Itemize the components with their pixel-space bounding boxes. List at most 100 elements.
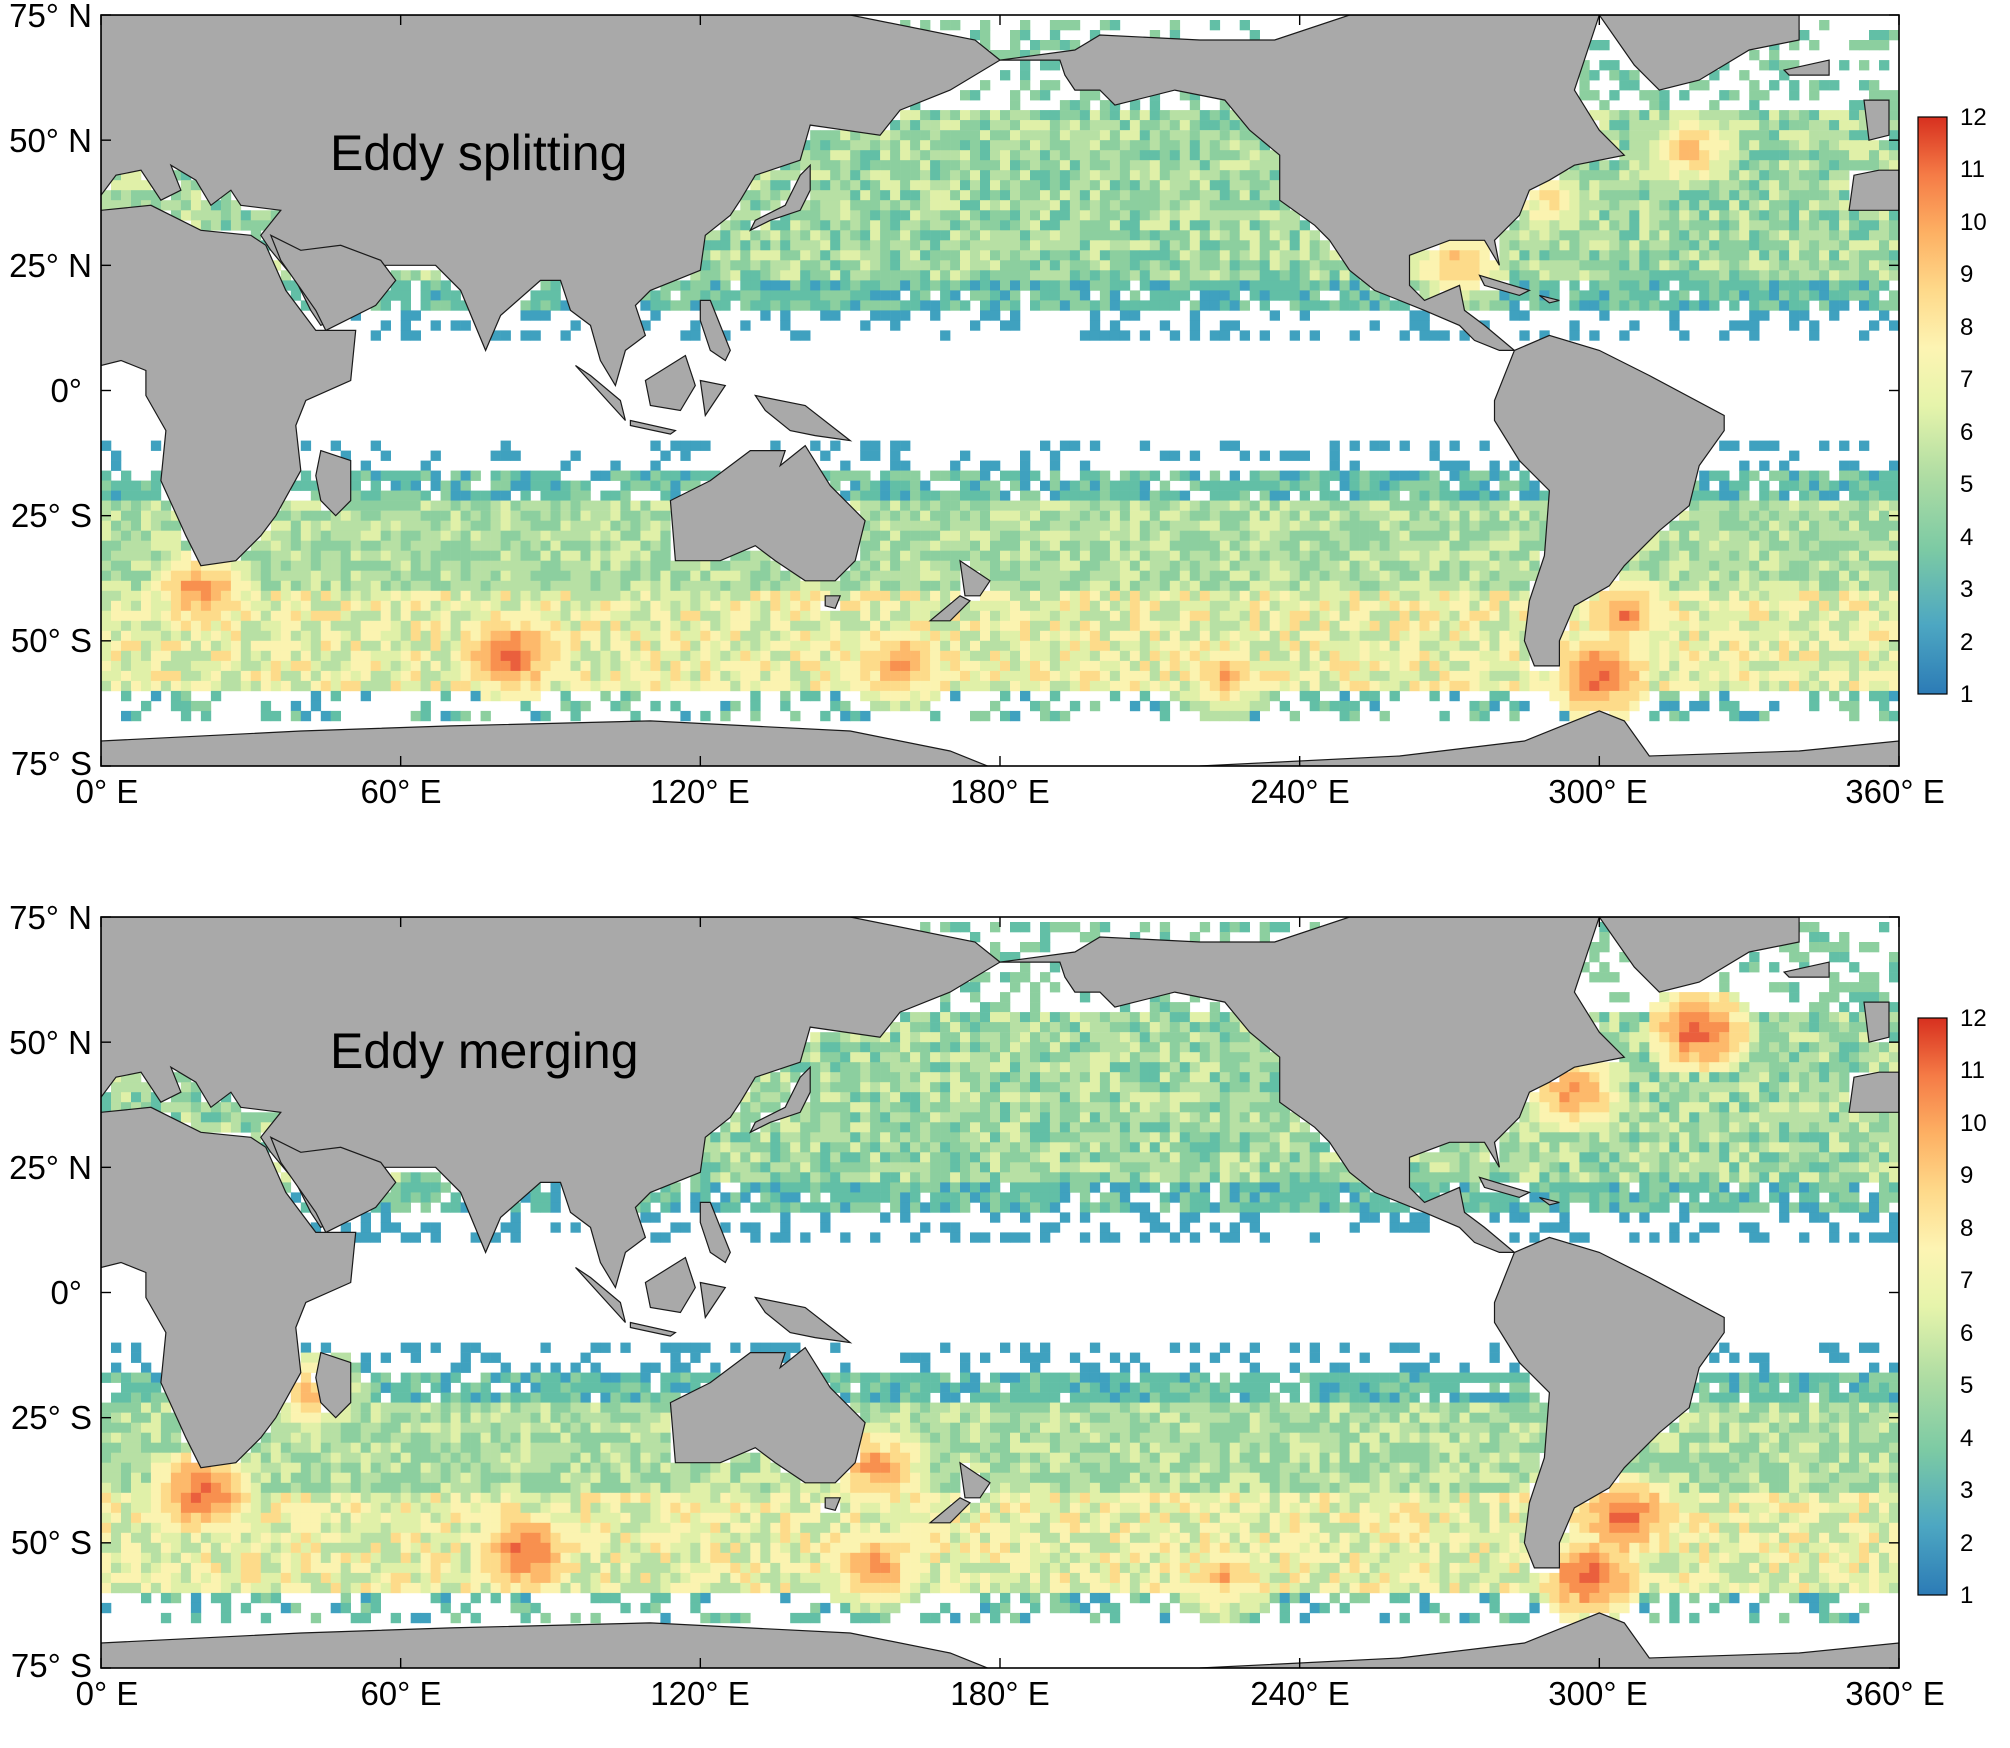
heatmap-cell [1759,540,1770,552]
heatmap-cell [500,330,511,341]
heatmap-cell [700,250,711,261]
heatmap-cell [1129,230,1141,241]
heatmap-cell [1209,180,1221,191]
heatmap-cell [900,210,911,221]
heatmap-cell [1669,630,1680,642]
heatmap-cell [770,180,781,191]
heatmap-cell [630,480,641,491]
heatmap-cell [990,120,1001,131]
heatmap-cell [1339,520,1350,532]
heatmap-cell [540,600,551,612]
heatmap-cell [1629,180,1640,191]
heatmap-cell [580,500,591,511]
heatmap-cell [280,510,292,522]
heatmap-cell [830,470,841,481]
heatmap-cell [870,630,881,642]
heatmap-cell [1799,120,1810,131]
heatmap-cell [1699,280,1710,291]
heatmap-cell [1239,570,1250,582]
heatmap-cell [460,530,471,542]
heatmap-cell [1119,140,1131,151]
heatmap-cell [180,590,192,602]
heatmap-cell [640,590,651,602]
heatmap-cell [550,280,561,291]
heatmap-cell [1829,270,1840,281]
heatmap-cell [860,320,871,331]
heatmap-cell [990,510,1001,522]
heatmap-cell [1709,280,1720,291]
heatmap-cell [670,640,681,652]
heatmap-cell [210,580,222,592]
heatmap-cell [1139,180,1151,191]
heatmap-cell [1819,570,1830,582]
heatmap-cell [880,130,891,141]
heatmap-cell [1119,180,1131,191]
heatmap-cell [1209,160,1221,171]
heatmap-cell [1789,620,1800,632]
heatmap-cell [1779,520,1790,532]
heatmap-cell [1269,310,1280,321]
heatmap-cell [1049,620,1061,632]
heatmap-cell [420,270,431,281]
heatmap-cell [720,330,731,341]
heatmap-cell [880,180,891,191]
heatmap-cell [750,590,761,602]
heatmap-cell [1249,210,1260,221]
heatmap-cell [550,630,561,642]
heatmap-cell [930,110,941,121]
heatmap-cell [910,560,921,572]
heatmap-cell [890,320,901,331]
heatmap-cell [840,590,851,602]
heatmap-cell [840,600,851,612]
heatmap-cell [1040,520,1051,532]
heatmap-cell [320,600,332,612]
heatmap-cell [1789,550,1800,562]
heatmap-cell [940,510,951,522]
heatmap-cell [480,540,491,552]
heatmap-cell [1869,490,1880,501]
heatmap-cell [1099,220,1111,231]
heatmap-cell [1799,580,1810,592]
heatmap-cell [1529,560,1540,572]
heatmap-cell [810,210,821,221]
heatmap-cell [1689,500,1700,511]
heatmap-cell [680,630,691,642]
heatmap-cell [950,170,961,181]
heatmap-cell [1259,280,1270,291]
heatmap-cell [1259,190,1270,201]
heatmap-cell [890,540,901,552]
heatmap-cell [1209,610,1221,622]
heatmap-cell [1309,600,1320,612]
heatmap-cell [290,620,302,632]
heatmap-cell [1129,510,1141,522]
heatmap-cell [990,640,1001,652]
heatmap-cell [1419,570,1430,582]
heatmap-cell [620,490,631,501]
heatmap-cell [430,480,441,491]
heatmap-cell [850,300,861,311]
heatmap-cell [1579,610,1590,622]
heatmap-cell [1759,300,1770,311]
heatmap-cell [890,230,901,241]
heatmap-cell [1399,610,1410,622]
heatmap-cell [1859,440,1870,451]
heatmap-cell [1719,230,1730,241]
heatmap-cell [260,210,272,221]
heatmap-cell [470,550,481,562]
heatmap-cell [650,550,661,562]
heatmap-cell [1289,610,1300,622]
heatmap-cell [1179,130,1191,141]
heatmap-cell [860,550,871,562]
heatmap-cell [760,190,771,201]
heatmap-cell [1609,180,1620,191]
heatmap-cell [1109,620,1121,632]
heatmap-cell [940,500,951,511]
heatmap-cell [1339,590,1350,602]
heatmap-cell [1040,260,1051,271]
heatmap-cell [1249,190,1260,201]
heatmap-cell [1869,260,1880,271]
heatmap-cell [990,200,1001,211]
heatmap-cell [1229,480,1240,491]
heatmap-cell [1189,590,1201,602]
heatmap-cell [1229,630,1240,642]
